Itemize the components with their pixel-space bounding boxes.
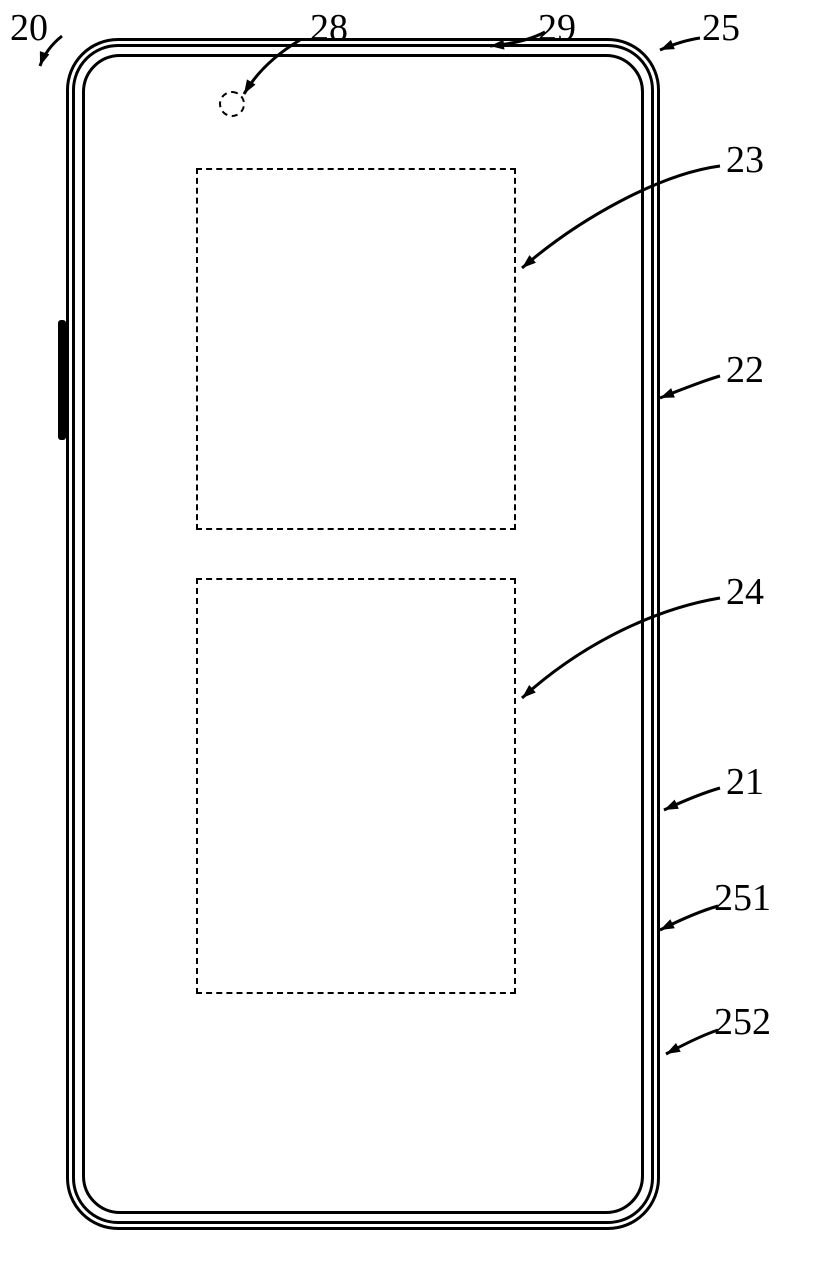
label-24: 24 bbox=[726, 570, 764, 614]
leader-l22 bbox=[660, 376, 720, 398]
side-button bbox=[58, 320, 66, 440]
leader-arrow-l21 bbox=[664, 800, 679, 810]
leader-l251 bbox=[660, 906, 718, 930]
label-28: 28 bbox=[310, 6, 348, 50]
leader-l252 bbox=[666, 1030, 718, 1054]
label-20: 20 bbox=[10, 6, 48, 50]
leader-arrow-l25 bbox=[660, 40, 675, 50]
leader-arrow-l251 bbox=[660, 919, 675, 930]
camera-hole-28 bbox=[219, 91, 245, 117]
label-29: 29 bbox=[538, 6, 576, 50]
leader-arrow-l20 bbox=[40, 51, 49, 66]
leader-arrow-l252 bbox=[666, 1043, 681, 1054]
figure-stage: 20 28 29 25 23 22 24 21 251 252 bbox=[0, 0, 834, 1271]
label-23: 23 bbox=[726, 138, 764, 182]
leader-arrow-l22 bbox=[660, 388, 675, 398]
region-box-24 bbox=[196, 578, 516, 994]
region-box-23 bbox=[196, 168, 516, 530]
label-22: 22 bbox=[726, 348, 764, 392]
label-21: 21 bbox=[726, 760, 764, 804]
label-251: 251 bbox=[714, 876, 771, 920]
label-25: 25 bbox=[702, 6, 740, 50]
leader-l21 bbox=[664, 788, 720, 810]
leader-l25 bbox=[660, 38, 700, 50]
label-252: 252 bbox=[714, 1000, 771, 1044]
